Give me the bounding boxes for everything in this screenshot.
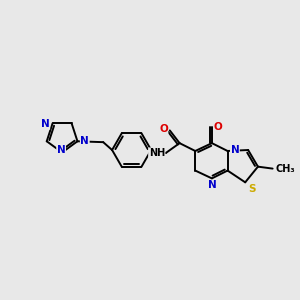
Text: O: O (159, 124, 168, 134)
Text: N: N (57, 146, 65, 155)
Text: NH: NH (149, 148, 165, 158)
Text: O: O (214, 122, 223, 131)
Text: S: S (248, 184, 256, 194)
Text: N: N (41, 119, 50, 129)
Text: CH₃: CH₃ (276, 164, 295, 174)
Text: N: N (208, 180, 216, 190)
Text: N: N (230, 145, 239, 155)
Text: N: N (80, 136, 89, 146)
